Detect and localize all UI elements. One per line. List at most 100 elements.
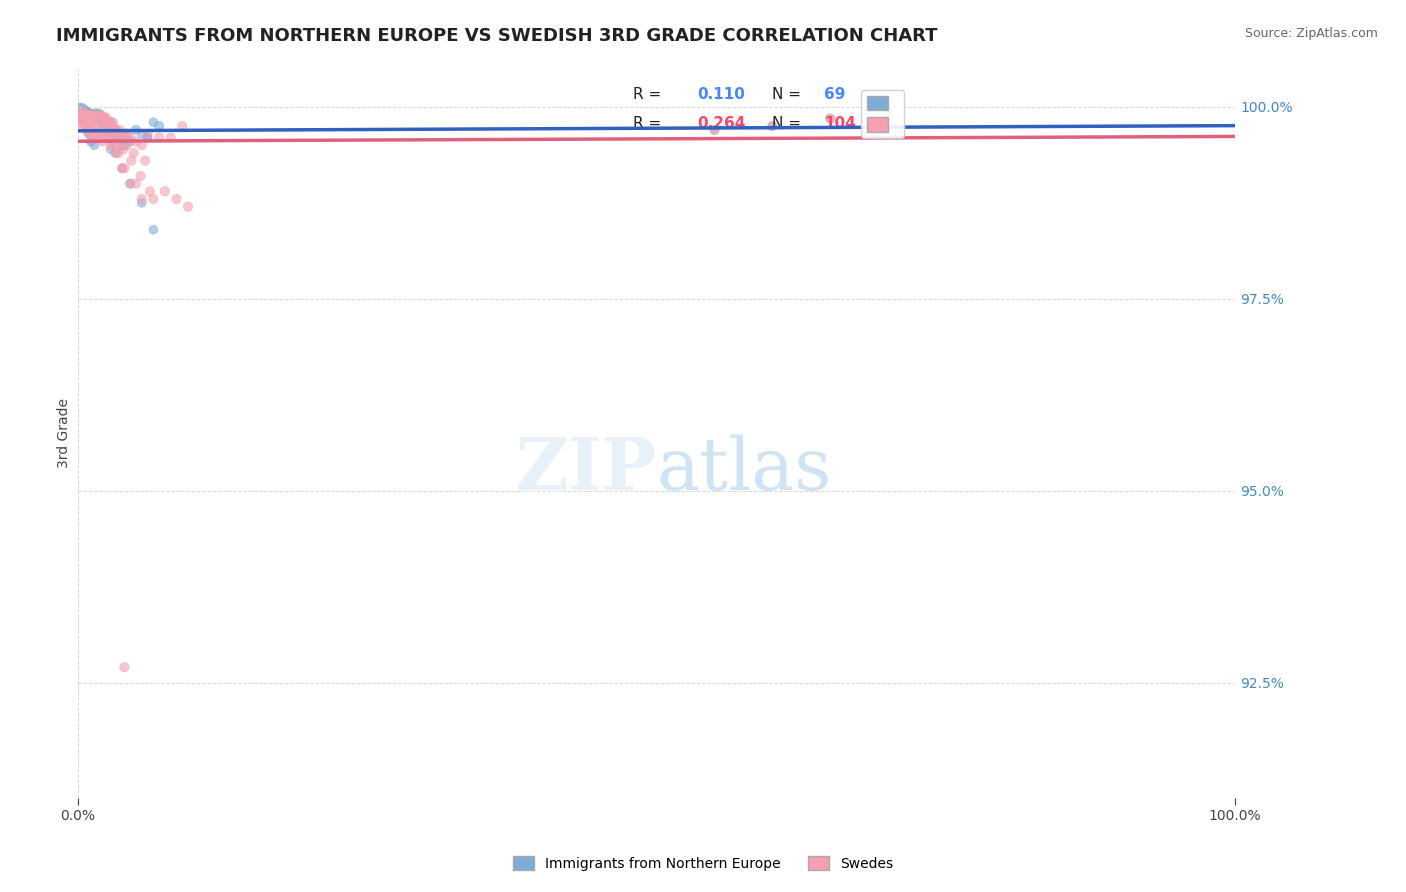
Point xyxy=(112,127,135,141)
Text: 0.264: 0.264 xyxy=(697,116,745,131)
Point xyxy=(96,130,118,145)
Point xyxy=(100,135,122,149)
Point xyxy=(93,127,115,141)
Point xyxy=(90,127,112,141)
Point xyxy=(79,107,101,121)
Point xyxy=(87,123,110,137)
Point xyxy=(101,119,124,133)
Point xyxy=(101,130,124,145)
Point xyxy=(139,184,162,198)
Point xyxy=(120,130,142,145)
Point xyxy=(80,127,103,141)
Point xyxy=(111,127,134,141)
Point xyxy=(69,112,91,126)
Legend: Immigrants from Northern Europe, Swedes: Immigrants from Northern Europe, Swedes xyxy=(508,850,898,876)
Point xyxy=(877,107,900,121)
Legend: , : , xyxy=(860,90,904,137)
Point xyxy=(77,115,100,129)
Point xyxy=(70,106,93,120)
Point xyxy=(148,130,170,145)
Point xyxy=(86,127,108,141)
Text: N =: N = xyxy=(772,87,801,102)
Point xyxy=(172,119,194,133)
Point xyxy=(84,109,107,123)
Point xyxy=(131,192,153,206)
Point xyxy=(96,123,118,137)
Text: IMMIGRANTS FROM NORTHERN EUROPE VS SWEDISH 3RD GRADE CORRELATION CHART: IMMIGRANTS FROM NORTHERN EUROPE VS SWEDI… xyxy=(56,27,938,45)
Point xyxy=(98,115,121,129)
Point xyxy=(120,135,142,149)
Point xyxy=(87,112,110,126)
Text: Source: ZipAtlas.com: Source: ZipAtlas.com xyxy=(1244,27,1378,40)
Point xyxy=(87,107,110,121)
Text: R =: R = xyxy=(634,116,662,131)
Point xyxy=(761,119,783,133)
Point xyxy=(77,127,100,141)
Point xyxy=(93,112,115,126)
Point xyxy=(100,123,122,137)
Point xyxy=(84,112,107,126)
Point xyxy=(75,112,97,126)
Point xyxy=(131,138,153,153)
Point xyxy=(82,123,104,137)
Point xyxy=(83,109,105,123)
Point xyxy=(79,127,101,141)
Point xyxy=(131,195,153,210)
Point xyxy=(115,127,138,141)
Text: R =: R = xyxy=(634,87,662,102)
Point xyxy=(72,107,94,121)
Point xyxy=(75,112,97,126)
Point xyxy=(70,115,93,129)
Point xyxy=(90,112,112,126)
Point xyxy=(97,130,120,145)
Point xyxy=(77,107,100,121)
Point xyxy=(89,110,111,124)
Point xyxy=(111,161,134,176)
Point xyxy=(105,145,128,160)
Point xyxy=(112,138,135,153)
Point xyxy=(89,130,111,145)
Point xyxy=(104,123,127,137)
Point xyxy=(104,123,127,137)
Text: 0.110: 0.110 xyxy=(697,87,745,102)
Point xyxy=(84,112,107,126)
Point xyxy=(72,119,94,133)
Point xyxy=(818,112,841,126)
Point xyxy=(75,123,97,137)
Point xyxy=(96,130,118,145)
Point xyxy=(73,112,96,126)
Point xyxy=(104,145,127,160)
Point xyxy=(103,138,125,153)
Point xyxy=(73,109,96,123)
Point xyxy=(93,119,115,133)
Point xyxy=(136,130,159,145)
Point xyxy=(94,112,117,126)
Point xyxy=(89,112,111,126)
Point xyxy=(112,161,135,176)
Point xyxy=(87,130,110,145)
Point xyxy=(115,138,138,153)
Text: ZIP: ZIP xyxy=(516,434,657,505)
Point xyxy=(111,138,134,153)
Point xyxy=(70,103,93,118)
Point xyxy=(131,127,153,141)
Point xyxy=(101,115,124,129)
Point xyxy=(112,130,135,145)
Point xyxy=(112,142,135,156)
Point xyxy=(75,109,97,123)
Point xyxy=(84,130,107,145)
Point xyxy=(80,110,103,124)
Point xyxy=(120,177,142,191)
Point xyxy=(76,119,98,133)
Point xyxy=(177,200,200,214)
Point xyxy=(166,192,188,206)
Point xyxy=(87,110,110,124)
Point xyxy=(96,115,118,129)
Point xyxy=(107,130,129,145)
Point xyxy=(107,145,129,160)
Point xyxy=(94,130,117,145)
Point xyxy=(80,127,103,141)
Point xyxy=(75,105,97,120)
Point xyxy=(79,123,101,137)
Text: N =: N = xyxy=(772,116,801,131)
